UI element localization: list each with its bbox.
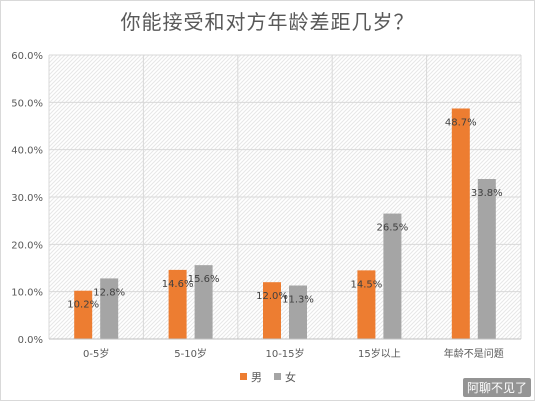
data-label: 10.2% — [67, 300, 99, 311]
bar — [100, 278, 119, 339]
bars — [74, 108, 496, 339]
data-label: 14.5% — [351, 279, 383, 290]
legend-label: 女 — [285, 370, 296, 384]
legend: 男女 — [240, 370, 296, 384]
legend-swatch — [274, 373, 281, 380]
data-label: 11.3% — [282, 295, 314, 306]
bar — [477, 179, 496, 339]
y-tick-label: 20.0% — [11, 240, 43, 251]
watermark: 阿聊不见了 — [462, 378, 531, 397]
data-label: 33.8% — [471, 188, 503, 199]
legend-swatch — [240, 373, 247, 380]
y-tick-label: 10.0% — [11, 288, 43, 299]
data-label: 48.7% — [445, 117, 477, 128]
bar — [168, 269, 187, 339]
x-tick-label: 0-5岁 — [83, 347, 109, 360]
y-tick-label: 60.0% — [11, 51, 43, 62]
bar — [74, 290, 93, 339]
bar — [263, 282, 281, 339]
bar — [194, 265, 213, 339]
bar — [383, 213, 402, 339]
y-tick-label: 0.0% — [18, 335, 43, 346]
data-label: 26.5% — [377, 223, 409, 234]
y-tick-label: 30.0% — [11, 193, 43, 204]
x-tick-label: 10-15岁 — [265, 347, 304, 360]
bar — [289, 285, 307, 339]
data-label: 12.8% — [93, 287, 125, 298]
legend-label: 男 — [251, 371, 262, 384]
data-label: 15.6% — [188, 274, 220, 285]
bar — [357, 270, 376, 339]
x-tick-label: 15岁以上 — [358, 347, 401, 360]
data-labels: 10.2% 12.8% 14.6%15.6% 12.0%11.3% 14.5% 26.5%… — [67, 117, 502, 310]
x-tick-label: 5-10岁 — [174, 347, 207, 360]
y-tick-label: 40.0% — [11, 146, 43, 157]
axes: 0.0% 10.0% 20.0% 30.0% 40.0% 50.0% 60.0% 0-5岁 5-… — [11, 51, 521, 360]
bar — [451, 108, 470, 339]
y-tick-label: 50.0% — [11, 98, 43, 109]
data-label: 12.0% — [256, 291, 288, 302]
x-tick-label: 年龄不是问题 — [444, 347, 504, 360]
chart-title: 你能接受和对方年龄差距几岁？ — [120, 10, 415, 34]
data-label: 14.6% — [162, 279, 194, 290]
